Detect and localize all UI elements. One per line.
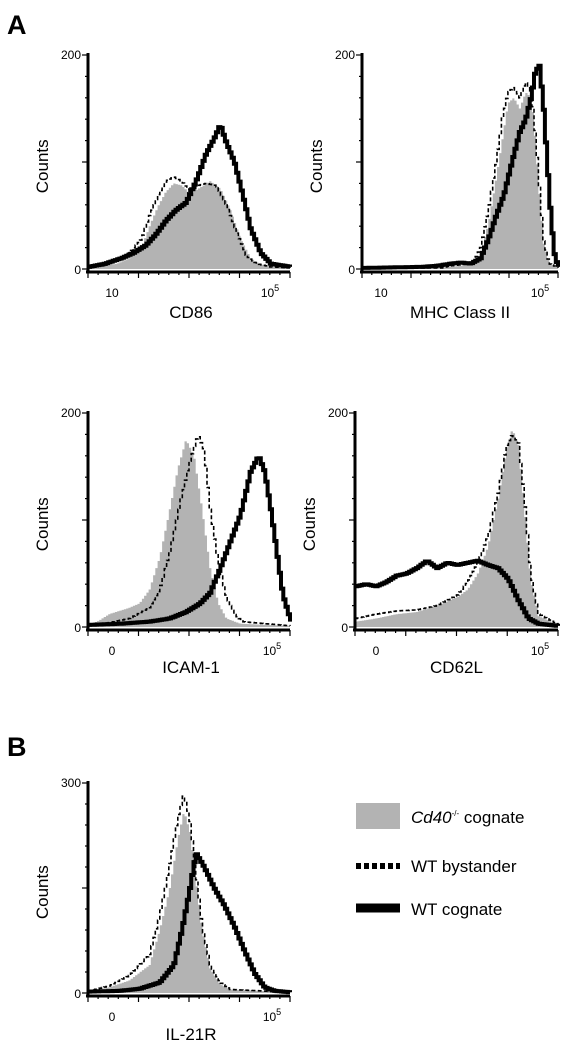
legend-label-wt-bystander: WT bystander [411,857,517,876]
x-tick-label: 0 [373,644,380,658]
x-tick-label: 105 [261,283,279,300]
histogram-cd62l: 200 0 0 105 CD62L Counts [300,406,560,677]
series-wt-cognate-line [88,456,292,627]
x-tick-label: 105 [263,1007,281,1024]
series-wt-bystander-line [355,435,559,625]
x-tick-label: 105 [531,641,549,658]
x-axis-label: IL-21R [165,1025,216,1044]
y-tick-label-top: 200 [61,48,81,62]
legend-label-wt-cognate: WT cognate [411,900,502,919]
x-axis-label: MHC Class II [410,303,510,322]
x-axis-label: ICAM-1 [162,658,220,677]
y-tick-label-bottom: 0 [74,987,81,1001]
legend: Cd40-/- cognate WT bystander WT cognate [356,803,524,919]
legend-swatch-gray-fill [356,803,400,829]
series-cd40-cognate-fill [88,441,290,627]
y-axis-label: Counts [33,139,52,193]
series-wt-cognate-line [88,852,292,995]
x-tick-label: 0 [109,644,116,658]
y-tick-label-bottom: 0 [348,263,355,277]
histogram-il21r: 300 0 0 105 IL-21R Counts [33,776,292,1044]
y-tick-label-bottom: 0 [74,621,81,635]
legend-item-wt-bystander: WT bystander [356,857,517,876]
series-wt-bystander-line [88,795,291,993]
x-tick-label: 0 [109,1010,116,1024]
series-wt-cognate-line [362,63,560,270]
x-tick-label: 10 [105,286,119,300]
series-wt-bystander-line [88,176,291,269]
y-axis-label: Counts [33,865,52,919]
y-tick-label-top: 200 [61,406,81,420]
legend-label-cd40: Cd40-/- cognate [411,808,524,827]
x-tick-label: 105 [263,641,281,658]
y-tick-label-bottom: 0 [341,621,348,635]
x-axis-label: CD62L [430,658,483,677]
series-wt-cognate-line [355,558,560,628]
legend-item-cd40: Cd40-/- cognate [356,803,524,829]
histogram-icam1: 200 0 0 105 ICAM-1 Counts [33,406,292,677]
y-axis-label: Counts [300,497,319,551]
panel-a-label: A [7,10,27,40]
y-tick-label-top: 200 [335,48,355,62]
y-tick-label-top: 300 [61,776,81,790]
series-cd40-cognate-fill [362,93,558,269]
series-cd40-cognate-fill [88,181,290,269]
series-wt-cognate-line [88,125,292,269]
series-cd40-cognate-fill [88,814,290,993]
histogram-panels: 200 0 10 105 CD86 Counts 200 0 10 105 MHC Class II… [33,48,560,1044]
y-axis-label: Counts [307,139,326,193]
x-tick-label: 105 [531,283,549,300]
y-tick-label-top: 200 [328,406,348,420]
x-tick-label: 10 [374,286,388,300]
series-cd40-cognate-fill [355,431,558,627]
histogram-cd86: 200 0 10 105 CD86 Counts [33,48,292,322]
histogram-mhc2: 200 0 10 105 MHC Class II Counts [307,48,560,322]
panel-b-label: B [7,732,27,762]
x-axis-label: CD86 [169,303,212,322]
y-axis-label: Counts [33,497,52,551]
legend-item-wt-cognate: WT cognate [356,900,502,919]
y-tick-label-bottom: 0 [74,263,81,277]
series-wt-bystander-line [88,436,291,627]
